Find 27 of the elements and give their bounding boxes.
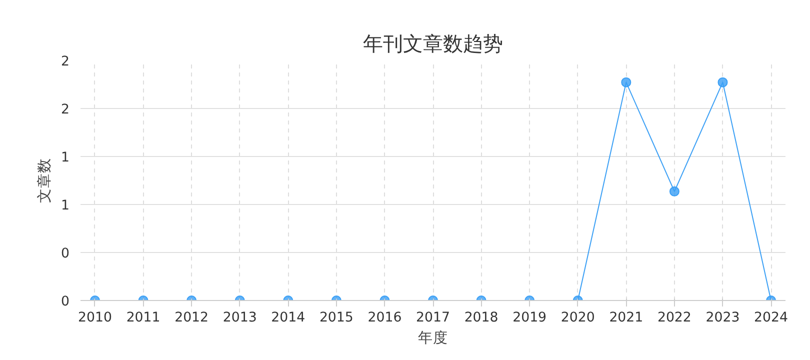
y-tick-label: 0 [61,246,70,262]
x-tick-label: 2013 [222,310,257,326]
y-tick-label: 2 [61,102,70,118]
x-tick-label: 2019 [512,310,547,326]
x-tick-label: 2017 [416,310,450,326]
x-tick-label: 2021 [609,310,644,326]
y-axis-title: 文章数 [36,158,54,203]
x-tick-label: 2024 [754,310,788,326]
chart-title: 年刊文章数趋势 [363,32,503,56]
x-tick-label: 2012 [174,310,209,326]
y-tick-label: 0 [61,294,70,310]
x-tick-label: 2020 [560,310,595,326]
point [669,186,680,196]
x-tick-label: 2022 [657,310,692,326]
y-tick-label: 1 [61,150,70,166]
point [718,77,728,88]
y-tick-label: 2 [61,54,70,70]
x-tick-label: 2015 [319,310,354,326]
x-tick-label: 2018 [464,310,498,326]
point [621,77,632,88]
x-tick-label: 2010 [78,310,112,326]
x-tick-label: 2011 [126,310,160,326]
x-tick-label: 2014 [271,310,306,326]
y-tick-label: 1 [61,198,70,214]
x-tick-label: 2023 [706,310,740,326]
x-tick-label: 2016 [368,310,402,326]
x-axis-title: 年度 [418,330,448,346]
